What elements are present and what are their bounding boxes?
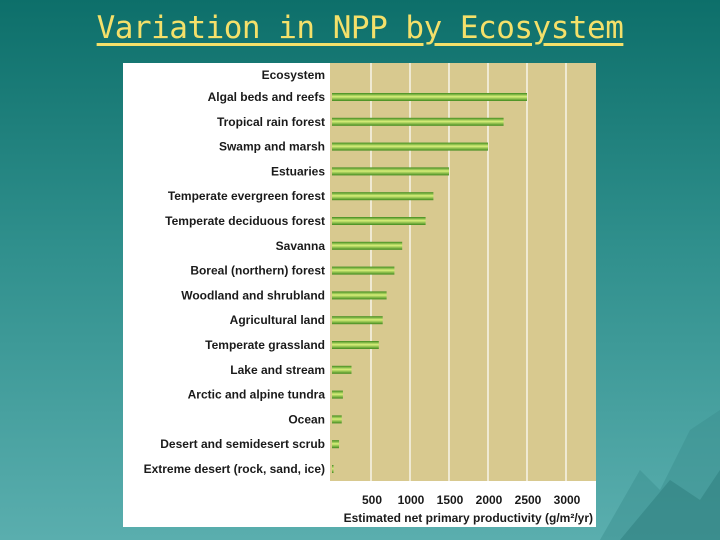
category-label: Agricultural land xyxy=(230,313,325,327)
chart-figure: Ecosystem Algal beds and reefs Tropical ra… xyxy=(123,63,596,527)
category-label: Desert and semidesert scrub xyxy=(160,437,325,451)
bar xyxy=(332,167,449,176)
x-tick-label: 500 xyxy=(362,493,382,507)
x-tick-label: 2000 xyxy=(476,493,503,507)
x-tick-label: 2500 xyxy=(515,493,542,507)
x-axis-label: Estimated net primary productivity (g/m²… xyxy=(344,511,593,525)
x-tick-label: 1500 xyxy=(437,493,464,507)
bar xyxy=(332,217,426,225)
category-label: Woodland and shrubland xyxy=(181,288,325,302)
category-label: Temperate deciduous forest xyxy=(165,214,325,228)
bar xyxy=(332,142,488,151)
category-label: Extreme desert (rock, sand, ice) xyxy=(144,462,325,476)
npp-bar-chart: Ecosystem Algal beds and reefs Tropical ra… xyxy=(144,63,596,525)
bar xyxy=(332,365,352,374)
category-label: Tropical rain forest xyxy=(217,115,325,129)
category-label: Estuaries xyxy=(271,164,325,178)
category-header: Ecosystem xyxy=(262,68,325,82)
bar xyxy=(332,266,395,275)
bar xyxy=(332,117,504,126)
bar xyxy=(332,465,334,473)
bar xyxy=(332,440,340,449)
bar xyxy=(332,390,343,399)
category-label: Algal beds and reefs xyxy=(208,90,326,104)
bar xyxy=(332,341,379,349)
category-label: Savanna xyxy=(276,239,326,253)
bar xyxy=(332,291,387,300)
bar xyxy=(332,316,383,325)
category-label: Arctic and alpine tundra xyxy=(188,388,326,402)
category-label: Boreal (northern) forest xyxy=(190,264,325,278)
bar xyxy=(332,192,434,201)
category-label: Temperate grassland xyxy=(205,338,325,352)
bar xyxy=(332,241,403,250)
bar xyxy=(332,415,342,424)
category-label: Temperate evergreen forest xyxy=(168,189,325,203)
x-tick-label: 3000 xyxy=(554,493,581,507)
bar xyxy=(332,93,527,101)
category-label: Swamp and marsh xyxy=(219,140,325,154)
category-label: Ocean xyxy=(288,412,325,426)
x-tick-label: 1000 xyxy=(398,493,425,507)
category-label: Lake and stream xyxy=(230,363,325,377)
slide-title: Variation in NPP by Ecosystem xyxy=(96,10,624,46)
